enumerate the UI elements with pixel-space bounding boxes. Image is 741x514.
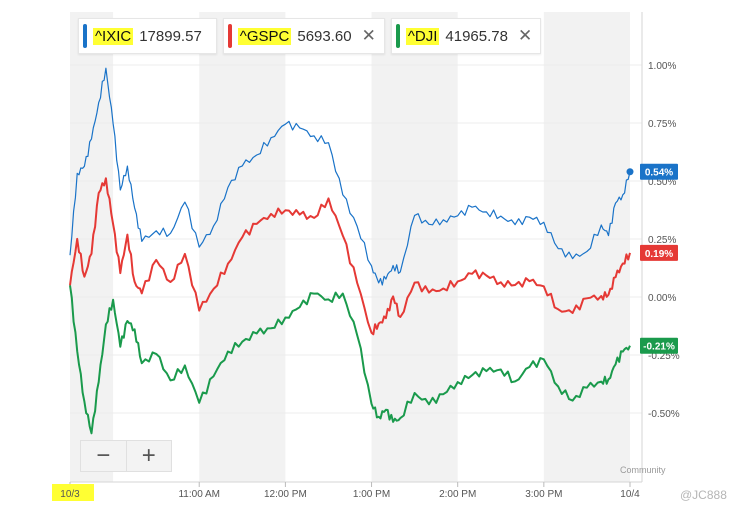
x-tick-highlight bbox=[52, 484, 94, 501]
series-line-gspc bbox=[69, 177, 631, 336]
last-value-tag-bg bbox=[640, 244, 678, 261]
legend-chip-ixic[interactable]: ^IXIC 17899.57 bbox=[78, 18, 217, 54]
series-color-marker bbox=[227, 24, 232, 48]
close-icon[interactable]: ✕ bbox=[517, 26, 533, 45]
last-value-tags: 0.54% 0.19% -0.21% bbox=[640, 163, 678, 354]
zoom-in-button[interactable]: + bbox=[125, 441, 172, 471]
x-tick-label: 3:00 PM bbox=[525, 489, 562, 500]
shaded-hour-band-1 bbox=[199, 12, 286, 482]
y-tick-label: -0.50% bbox=[648, 409, 680, 420]
last-value-tag: 0.54% bbox=[645, 168, 673, 179]
end-marker bbox=[626, 168, 634, 176]
legend-symbol: ^DJI bbox=[405, 27, 440, 45]
legend: ^IXIC 17899.57 ^GSPC 5693.60 ✕ ^DJI 4196… bbox=[78, 18, 547, 54]
y-tick-label: 0.00% bbox=[648, 293, 676, 304]
legend-value: 17899.57 bbox=[139, 27, 202, 45]
legend-symbol: ^IXIC bbox=[93, 27, 134, 45]
x-tick-label: 2:00 PM bbox=[439, 489, 476, 500]
shaded-hour-band-2 bbox=[371, 12, 458, 482]
legend-chip-gspc[interactable]: ^GSPC 5693.60 ✕ bbox=[222, 18, 385, 54]
legend-value: 41965.78 bbox=[445, 27, 508, 45]
last-value-tag: -0.21% bbox=[643, 342, 675, 353]
series-line-dji bbox=[69, 285, 631, 435]
hour-shading-bands bbox=[70, 12, 630, 482]
y-tick-label: 1.00% bbox=[648, 61, 676, 72]
last-value-tag-bg bbox=[640, 337, 678, 354]
y-tick-label: 0.75% bbox=[648, 119, 676, 130]
watermark-community: Community bbox=[620, 465, 666, 475]
y-tick-label: 0.50% bbox=[648, 177, 676, 188]
y-tick-label: -0.25% bbox=[648, 351, 680, 362]
close-icon[interactable]: ✕ bbox=[361, 26, 376, 45]
series-line-ixic bbox=[69, 67, 631, 286]
legend-symbol: ^GSPC bbox=[237, 27, 292, 45]
x-tick-label: 10/3 bbox=[60, 489, 80, 500]
series-color-marker bbox=[83, 24, 87, 48]
legend-value: 5693.60 bbox=[297, 27, 352, 45]
watermark-handle: @JC888 bbox=[680, 488, 727, 502]
x-tick-label: 11:00 AM bbox=[178, 489, 220, 500]
x-tick-label: 12:00 PM bbox=[264, 489, 307, 500]
x-tick-label: 1:00 PM bbox=[353, 489, 390, 500]
legend-chip-dji[interactable]: ^DJI 41965.78 ✕ bbox=[390, 18, 542, 54]
shaded-hour-band-3 bbox=[543, 12, 630, 482]
series-color-marker bbox=[395, 24, 400, 48]
last-value-tag: 0.19% bbox=[645, 249, 673, 260]
zoom-out-button[interactable]: − bbox=[96, 442, 111, 469]
x-axis: 10/3 11:00 AM 12:00 PM 1:00 PM 2:00 PM 3:00 P… bbox=[52, 482, 640, 501]
x-tick-label: 10/4 bbox=[620, 489, 640, 500]
y-tick-label: 0.25% bbox=[648, 235, 676, 246]
zoom-controls: − + bbox=[80, 440, 172, 472]
y-axis: 1.00% 0.75% 0.50% 0.25% 0.00% -0.25% -0.50% bbox=[648, 61, 680, 420]
last-value-tag-bg bbox=[640, 163, 678, 180]
series-lines bbox=[69, 67, 634, 435]
